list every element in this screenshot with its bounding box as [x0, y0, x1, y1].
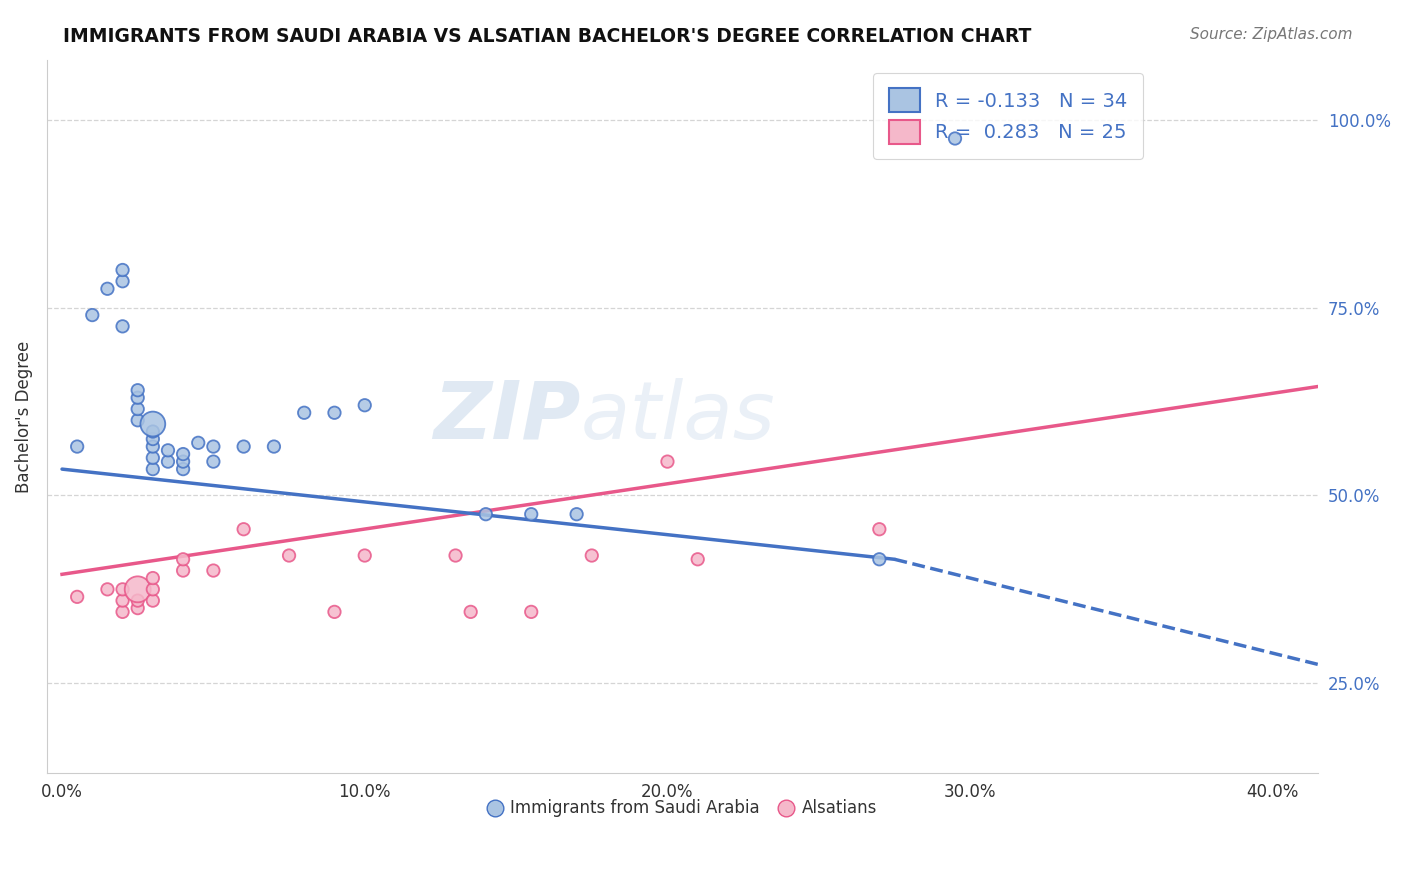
Point — [111, 605, 134, 619]
Point — [172, 552, 194, 566]
Point — [263, 440, 285, 454]
Point — [142, 462, 165, 476]
Point — [202, 440, 225, 454]
Point — [66, 440, 89, 454]
Text: IMMIGRANTS FROM SAUDI ARABIA VS ALSATIAN BACHELOR'S DEGREE CORRELATION CHART: IMMIGRANTS FROM SAUDI ARABIA VS ALSATIAN… — [63, 27, 1032, 45]
Point — [66, 590, 89, 604]
Point — [127, 383, 149, 397]
Point — [353, 549, 375, 563]
Point — [142, 440, 165, 454]
Point — [520, 507, 543, 521]
Point — [581, 549, 603, 563]
Point — [475, 507, 498, 521]
Point — [868, 552, 890, 566]
Point — [127, 391, 149, 405]
Text: Source: ZipAtlas.com: Source: ZipAtlas.com — [1189, 27, 1353, 42]
Point — [172, 454, 194, 468]
Point — [142, 432, 165, 446]
Point — [142, 593, 165, 607]
Point — [127, 593, 149, 607]
Point — [127, 413, 149, 427]
Point — [127, 402, 149, 417]
Point — [82, 308, 104, 322]
Text: ZIP: ZIP — [433, 377, 581, 456]
Point — [156, 443, 179, 458]
Point — [278, 549, 301, 563]
Point — [187, 435, 209, 450]
Point — [232, 522, 254, 536]
Point — [142, 582, 165, 597]
Point — [142, 425, 165, 439]
Y-axis label: Bachelor's Degree: Bachelor's Degree — [15, 341, 32, 492]
Point — [172, 447, 194, 461]
Point — [943, 131, 966, 145]
Point — [292, 406, 315, 420]
Point — [127, 582, 149, 597]
Point — [111, 263, 134, 277]
Point — [202, 454, 225, 468]
Point — [111, 593, 134, 607]
Point — [111, 274, 134, 288]
Point — [460, 605, 482, 619]
Point — [232, 440, 254, 454]
Point — [142, 450, 165, 465]
Point — [323, 406, 346, 420]
Point — [520, 605, 543, 619]
Point — [127, 601, 149, 615]
Point — [657, 454, 679, 468]
Point — [868, 522, 890, 536]
Point — [142, 417, 165, 431]
Point — [96, 282, 118, 296]
Point — [565, 507, 588, 521]
Point — [172, 462, 194, 476]
Point — [444, 549, 467, 563]
Point — [686, 552, 709, 566]
Legend: Immigrants from Saudi Arabia, Alsatians: Immigrants from Saudi Arabia, Alsatians — [479, 791, 886, 826]
Point — [96, 582, 118, 597]
Point — [111, 582, 134, 597]
Point — [353, 398, 375, 412]
Point — [323, 605, 346, 619]
Point — [172, 564, 194, 578]
Point — [156, 454, 179, 468]
Point — [142, 571, 165, 585]
Text: atlas: atlas — [581, 377, 776, 456]
Point — [202, 564, 225, 578]
Point — [111, 319, 134, 334]
